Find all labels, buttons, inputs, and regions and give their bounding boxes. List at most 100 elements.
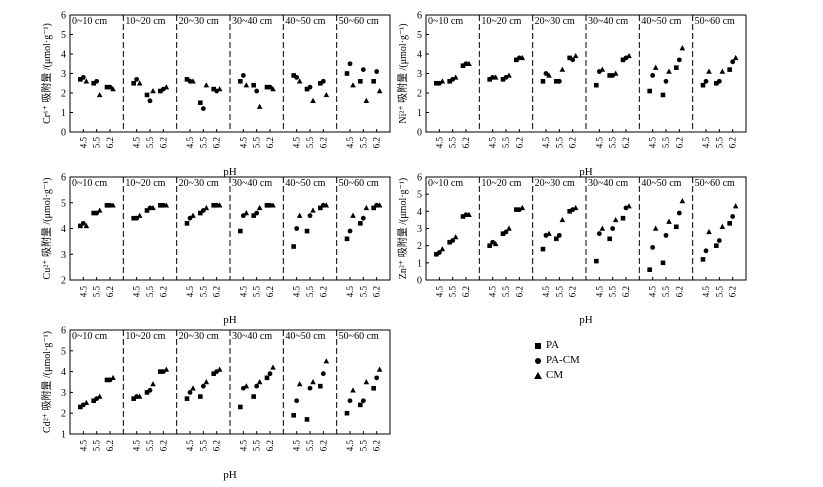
data-point-pa [344,236,350,242]
data-point-pa-cm [596,231,602,237]
x-tick-label: 6.2 [461,286,471,297]
data-point-pa [318,205,323,211]
data-point-cm [492,240,499,247]
x-tick-label: 4.5 [345,137,355,149]
x-tick-label: 4.5 [292,440,302,452]
x-tick-label: 5.5 [501,137,511,149]
x-tick-label: 6.2 [461,137,471,148]
x-tick-label: 5.5 [554,286,564,298]
x-tick-label: 5.5 [358,440,368,452]
data-point-pa-cm [187,390,193,395]
data-point-cm [376,202,383,208]
depth-label: 30~40 cm [232,331,272,342]
data-point-pa [304,86,310,92]
x-tick-label: 4.5 [132,286,142,298]
data-point-pa [371,205,376,211]
data-point-pa-cm [503,229,509,235]
x-tick-label: 6.2 [265,440,275,451]
x-tick-label: 5.5 [305,137,315,149]
data-point-pa-cm [703,78,709,84]
x-tick-label: 4.5 [345,440,355,452]
x-axis-label: pH [579,314,593,326]
y-axis-label: Cd²⁺ 吸附量 /(μmol·g⁻¹) [40,331,53,433]
data-point-cm [612,70,619,76]
data-point-cm [150,381,156,387]
data-point-pa [714,243,719,248]
depth-label: 40~50 cm [641,178,681,189]
data-point-pa [647,88,652,94]
x-tick-label: 4.5 [345,286,355,298]
data-point-cm [243,383,250,389]
data-point-cm [323,358,330,364]
data-point-cm [652,225,659,231]
data-point-pa [211,371,216,376]
data-point-pa-cm [307,385,313,391]
data-point-pa [104,377,110,383]
y-tick-label: 4 [61,367,66,378]
data-point-cm [190,385,196,391]
data-point-cm [216,86,223,92]
data-point-cm [466,60,472,66]
data-point-cm [150,204,156,211]
data-point-pa [91,80,96,86]
y-tick-label: 2 [417,89,422,100]
data-point-cm [216,202,223,208]
data-point-pa [594,258,599,264]
data-point-cm [190,78,196,84]
data-point-pa [131,80,136,86]
data-point-cm [110,86,116,92]
data-point-pa [447,79,452,84]
data-point-cm [519,204,526,211]
data-point-pa-cm [543,71,549,76]
data-point-cm [706,68,712,74]
data-point-pa-cm [254,383,260,389]
data-point-cm [110,202,116,208]
x-tick-label: 6.2 [265,137,275,148]
x-tick-label: 6.2 [728,137,738,148]
data-point-cm [439,246,446,252]
data-point-pa-cm [294,75,300,80]
x-tick-label: 6.2 [514,137,524,148]
depth-label: 20~30 cm [535,178,575,189]
data-point-pa [700,257,706,262]
x-tick-label: 5.5 [145,137,155,149]
data-point-pa-cm [147,387,153,393]
y-tick-label: 0 [417,128,422,139]
legend-item-pa-cm: PA-CM [530,353,580,368]
chart-panel-1: 0 1 2 3 4 5 6 Cr⁶⁺ 吸附量 /(μmol·g⁻¹) 0~10 cm 10~20 … [40,11,391,178]
data-point-pa [131,396,136,401]
data-point-cm [96,207,103,213]
data-point-pa [251,82,256,88]
x-tick-label: 5.5 [554,137,564,149]
data-point-cm [376,88,383,94]
x-tick-label: 4.5 [594,286,604,298]
depth-label: 30~40 cm [232,178,272,189]
y-tick-label: 5 [61,30,66,41]
data-point-cm [679,45,686,51]
x-tick-label: 4.5 [434,137,444,149]
data-point-pa [514,57,519,63]
data-point-cm [546,230,552,236]
data-point-pa [447,239,452,245]
data-point-pa-cm [450,238,456,243]
data-point-pa-cm [716,78,722,84]
data-point-pa [318,80,323,86]
x-tick-label: 4.5 [292,137,302,149]
y-tick-label: 3 [61,250,66,261]
x-tick-label: 6.2 [212,286,222,297]
data-point-pa [291,244,296,249]
x-tick-label: 5.5 [305,440,315,452]
data-point-cm [732,203,739,209]
data-point-pa [514,207,519,212]
x-tick-label: 5.5 [448,137,458,149]
x-tick-label: 5.5 [92,286,102,298]
data-point-pa-cm [320,371,326,377]
data-point-cm [546,72,552,78]
data-point-pa [487,77,492,82]
data-point-cm [256,204,263,211]
data-point-pa [674,65,679,70]
depth-label: 0~10 cm [72,178,107,189]
x-tick-label: 5.5 [198,286,208,298]
data-point-pa-cm [200,106,206,111]
legend-item-pa: PA [530,338,580,353]
